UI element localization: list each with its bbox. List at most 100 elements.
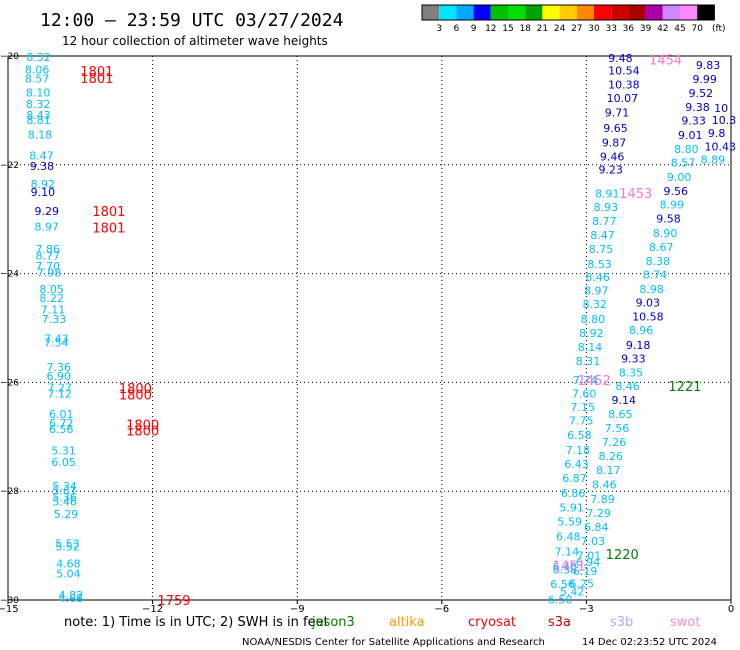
legend-s3b: s3b — [610, 615, 633, 630]
colorbar-label: 21 — [537, 24, 548, 34]
wave-height-point: 6.43 — [564, 458, 589, 471]
wave-height-point: 8.92 — [31, 178, 56, 191]
wave-height-point: 8.32 — [583, 298, 608, 311]
wave-height-point: 8.05 — [39, 283, 64, 296]
wave-height-point: 9.65 — [603, 122, 628, 135]
wave-height-point: 8.99 — [660, 199, 685, 212]
wave-height-point: 7.26 — [602, 436, 627, 449]
wave-height-point: 8.53 — [587, 258, 612, 271]
colorbar-swatch — [645, 5, 663, 20]
wave-height-point: 10.43 — [704, 140, 736, 153]
pass-time-label: 1759 — [157, 594, 190, 609]
colorbar-label: 24 — [554, 24, 566, 34]
footer-credit: NOAA/NESDIS Center for Satellite Applica… — [242, 637, 545, 648]
wave-height-point: 7.14 — [555, 546, 580, 559]
y-tick-label: −24 — [0, 270, 19, 280]
wave-height-point: 6.87 — [562, 472, 587, 485]
chart-title: 12:00 — 23:59 UTC 03/27/2024 — [40, 10, 343, 31]
wave-height-point: 8.17 — [596, 464, 621, 477]
wave-height-point: 8.77 — [35, 250, 60, 263]
wave-height-point: 4.82 — [59, 589, 84, 602]
wave-height-point: 5.36 — [52, 491, 77, 504]
wave-height-point: 9.56 — [664, 185, 689, 198]
colorbar-swatch — [662, 5, 680, 20]
satellite-legend: jason3 altika cryosat s3a s3b swot — [311, 615, 700, 630]
colorbar-label: 39 — [640, 24, 652, 34]
wave-height-point: 9.03 — [636, 296, 661, 309]
wave-height-point: 5.91 — [559, 502, 584, 515]
wave-height-point: 7.03 — [581, 535, 606, 548]
wave-height-point: 8.65 — [608, 408, 633, 421]
wave-height-point: 10 — [714, 102, 728, 115]
legend-swot: swot — [670, 615, 700, 630]
wave-height-point: 5.53 — [55, 537, 80, 550]
wave-height-point: 6.84 — [584, 521, 609, 534]
wave-height-point: 6.72 — [49, 417, 74, 430]
wave-height-point: 10.38 — [608, 78, 640, 91]
wave-height-point: 8.97 — [584, 284, 609, 297]
wave-height-point: 7.60 — [572, 387, 597, 400]
colorbar-unit: (ft) — [712, 24, 726, 34]
wave-height-point: 9.33 — [681, 115, 706, 128]
legend-altika: altika — [389, 615, 425, 630]
colorbar-label: 36 — [623, 24, 635, 34]
wave-height-point: 8.22 — [39, 292, 64, 305]
wave-height-point: 9.58 — [656, 213, 681, 226]
wave-height-point: 7.12 — [48, 387, 73, 400]
wave-height-point: 9.38 — [685, 101, 710, 114]
colorbar-swatch — [456, 5, 474, 20]
wave-height-point: 8.93 — [594, 201, 619, 214]
wave-height-point: 8.57 — [25, 72, 50, 85]
y-tick-label: −22 — [0, 161, 19, 171]
colorbar-label: 18 — [519, 24, 531, 34]
colorbar-swatch — [559, 5, 577, 20]
wave-height-point: 9.8 — [708, 127, 726, 140]
wave-height-point: 9.83 — [696, 59, 721, 72]
x-tick-label: −15 — [0, 604, 19, 615]
pass-time-label: 1453 — [619, 187, 652, 202]
wave-height-point: 7.98 — [37, 267, 62, 280]
chart-subtitle: 12 hour collection of altimeter wave hei… — [62, 34, 328, 48]
colorbar-swatch — [525, 5, 543, 20]
plot-frame — [7, 55, 732, 601]
axis-ticks: −15 −12 −9 −6 −3 0−30−28−26−24−22−20 — [0, 52, 734, 615]
footer-timestamp: 14 Dec 02:23:52 UTC 2024 — [582, 637, 717, 648]
footer-note: note: 1) Time is in UTC; 2) SWH is in fe… — [64, 615, 329, 630]
wave-height-point: 8.98 — [639, 283, 664, 296]
x-tick-label: −9 — [290, 604, 305, 615]
wave-height-point: 7.54 — [44, 337, 69, 350]
wave-height-point: 6.38 — [553, 564, 578, 577]
legend-cryosat: cryosat — [468, 615, 516, 630]
wave-height-point: 6.94 — [576, 556, 601, 569]
wave-height-point: 8.75 — [589, 243, 614, 256]
wave-height-point: 6.90 — [47, 370, 71, 383]
colorbar-legend: 3 6 9 12 15 18 21 24 27 30 33 36 39 42 45 70 (ft) — [421, 4, 726, 34]
wave-height-point: 8.26 — [598, 450, 623, 463]
pass-time-label: 1800 — [126, 424, 159, 439]
wave-height-point: 6.48 — [556, 530, 581, 543]
wave-height-point: 8.92 — [579, 327, 604, 340]
wave-height-point: 7.86 — [35, 243, 60, 256]
wave-height-point: 4.68 — [59, 592, 84, 605]
pass-time-label: 1800 — [119, 388, 152, 403]
wave-height-point: 8.77 — [592, 215, 617, 228]
wave-height-point: 5.61 — [52, 485, 77, 498]
wave-height-point: 7.43 — [44, 332, 69, 345]
colorbar-label: 9 — [471, 24, 477, 34]
wave-height-point: 8.96 — [629, 324, 654, 337]
wave-height-point: 5.34 — [52, 480, 77, 493]
pass-time-label: 1454 — [649, 53, 682, 68]
wave-height-point: 8.89 — [701, 153, 726, 166]
pass-time-label: 1451 — [553, 560, 586, 575]
pass-time-label: 1452 — [578, 374, 611, 389]
colorbar-swatch — [576, 5, 594, 20]
wave-height-point: 9.52 — [689, 87, 714, 100]
grid-lines — [8, 56, 731, 600]
wave-height-point: 6.56 — [550, 578, 575, 591]
wave-height-point: 8.91 — [595, 188, 620, 201]
wave-height-point: 9.01 — [678, 129, 703, 142]
wave-height-point: 9.00 — [667, 171, 692, 184]
x-tick-label: −6 — [434, 604, 449, 615]
time-labels: 1801180118011801180018001800180017591454… — [80, 53, 701, 609]
